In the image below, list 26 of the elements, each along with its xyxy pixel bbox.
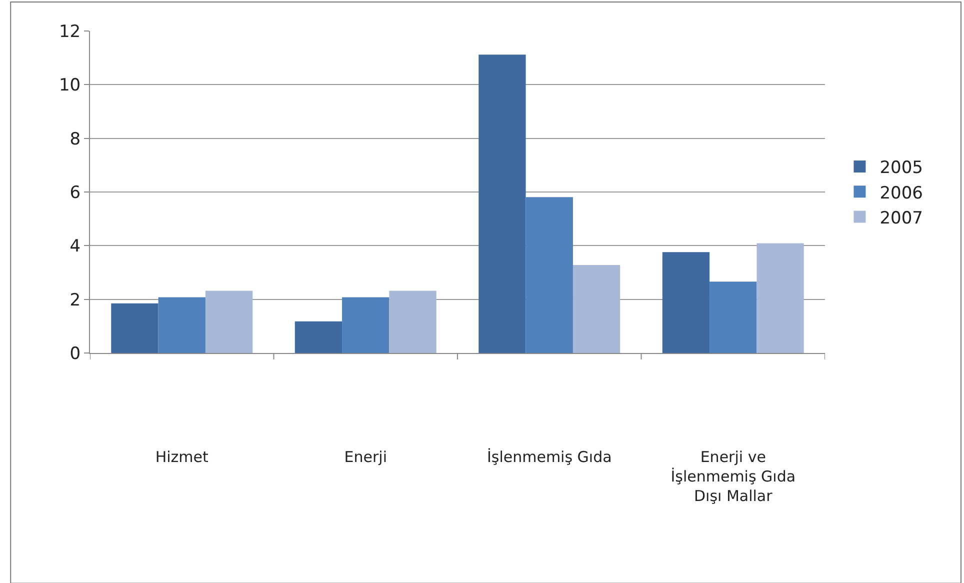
y-tick-label: 0 — [70, 344, 81, 364]
y-tick-label: 2 — [70, 290, 81, 310]
bar — [205, 290, 253, 353]
legend-label: 2007 — [880, 208, 923, 228]
bar — [158, 297, 206, 353]
x-tick-label: Enerji ve İşlenmemiş Gıda Dışı Mallar — [670, 448, 796, 505]
y-tick-label: 4 — [70, 236, 81, 257]
bar — [294, 321, 342, 353]
legend-label: 2005 — [880, 158, 923, 178]
bar — [710, 282, 757, 353]
y-tick-label: 12 — [58, 22, 81, 42]
bar — [662, 252, 710, 353]
bar — [756, 243, 804, 353]
y-tick-label: 6 — [70, 182, 81, 203]
x-tick-label: Enerji — [344, 448, 387, 466]
bar — [526, 197, 573, 353]
y-tick-label: 10 — [58, 76, 81, 96]
bar — [111, 303, 158, 353]
bar — [342, 297, 390, 353]
x-tick-label: Hizmet — [155, 448, 209, 466]
bar — [389, 290, 436, 353]
x-tick-label: İşlenmemiş Gıda — [486, 448, 612, 466]
bar — [478, 54, 526, 353]
y-tick-label: 8 — [70, 129, 81, 150]
legend-label: 2006 — [880, 183, 923, 204]
bar — [572, 264, 620, 353]
